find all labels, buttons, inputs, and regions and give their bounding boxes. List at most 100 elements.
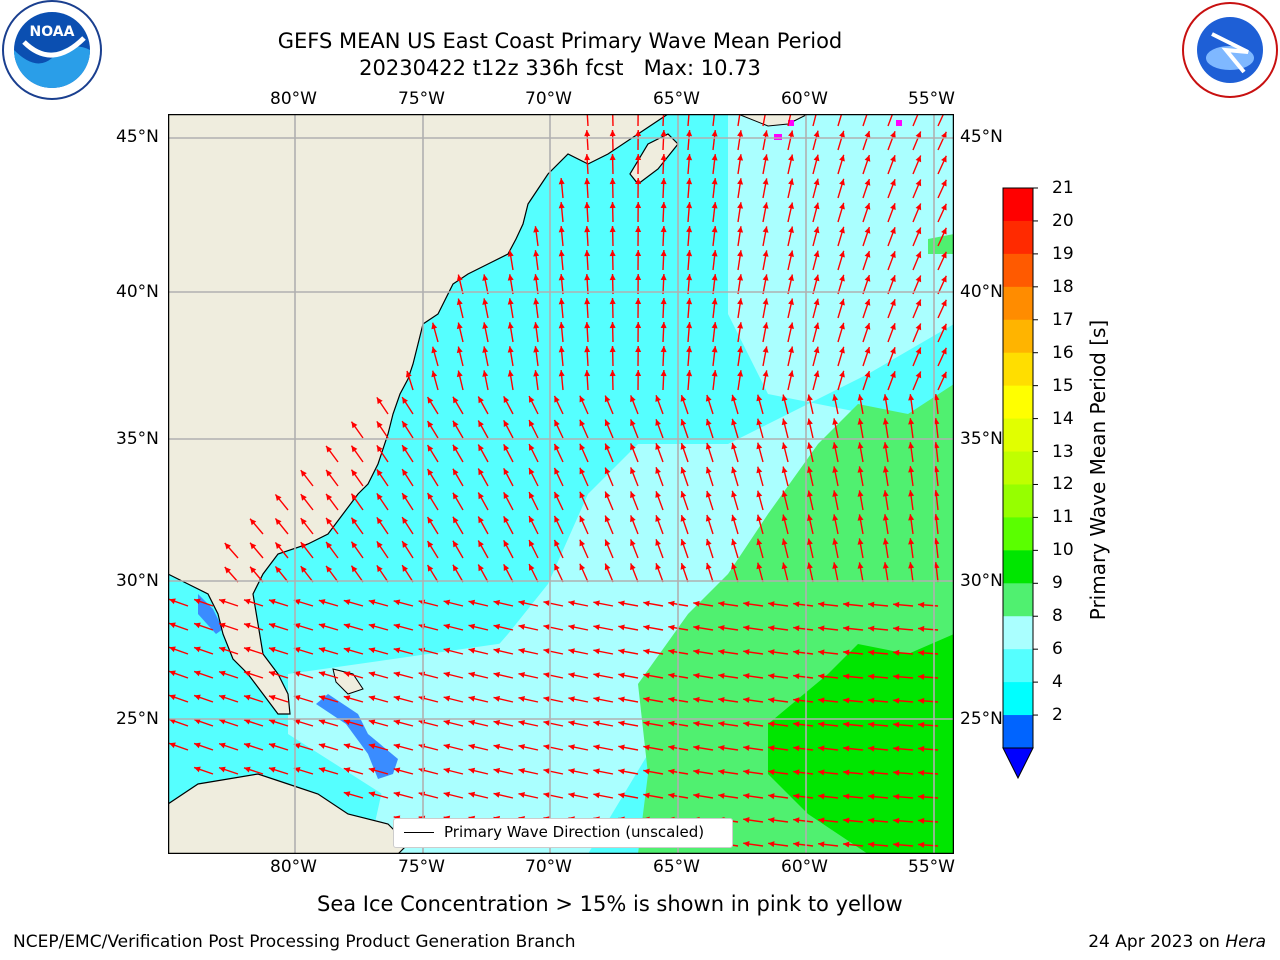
wave-arrow	[887, 114, 894, 127]
wave-arrow-head	[443, 647, 451, 654]
wave-arrow-head	[268, 622, 276, 629]
wave-arrow-head	[326, 517, 333, 525]
wave-arrow-head	[533, 250, 540, 257]
wave-arrow-head	[743, 697, 750, 703]
wave-arrow-head	[737, 226, 744, 233]
wave-arrow-head	[933, 562, 940, 569]
wave-arrow-head	[275, 566, 282, 574]
wave-arrow-head	[503, 396, 510, 404]
wave-arrow-head	[813, 298, 820, 306]
colorbar-segment	[1003, 188, 1033, 222]
wave-arrow-head	[843, 601, 850, 608]
wave-arrow-head	[635, 298, 642, 305]
wave-arrow-head	[493, 623, 501, 630]
wave-arrow-head	[908, 442, 915, 449]
wave-arrow-head	[839, 346, 845, 354]
wave-arrow-head	[868, 601, 875, 608]
wave-arrow	[862, 114, 868, 127]
wave-arrow-head	[376, 445, 383, 453]
wave-arrow-head	[915, 251, 922, 259]
wave-arrow-head	[680, 539, 687, 546]
wave-arrow-head	[402, 469, 408, 476]
wave-arrow-head	[443, 791, 451, 798]
footer-host: Hera	[1225, 932, 1266, 952]
wave-arrow-head	[806, 514, 813, 522]
wave-arrow-head	[686, 178, 693, 185]
wave-arrow-head	[941, 275, 947, 283]
wave-arrow-head	[326, 493, 333, 501]
wave-arrow-head	[890, 347, 896, 354]
wave-arrow-head	[868, 769, 875, 776]
wave-arrow-head	[890, 227, 896, 234]
wave-arrow-head	[743, 625, 750, 631]
wave-arrow-head	[857, 562, 864, 569]
wave-arrow-head	[405, 370, 412, 378]
wave-arrow-head	[890, 371, 896, 378]
wave-arrow-head	[908, 394, 915, 401]
wave-arrow-head	[890, 251, 896, 258]
wave-arrow-head	[250, 518, 257, 526]
wave-arrow-head	[618, 648, 625, 655]
wave-arrow-head	[300, 518, 307, 525]
wave-arrow-head	[368, 791, 376, 798]
wave-arrow-head	[554, 467, 560, 475]
colorbar	[1000, 186, 1080, 786]
wave-arrow-head	[630, 539, 636, 547]
wave-arrow-head	[918, 673, 925, 680]
wave-arrow-head	[609, 298, 616, 305]
wave-arrow-head	[376, 469, 383, 477]
wave-arrow-head	[756, 490, 763, 498]
wave-arrow-head	[635, 154, 642, 161]
wave-arrow-head	[915, 275, 922, 283]
wave-arrow-head	[756, 418, 763, 426]
wave-arrow-head	[857, 466, 864, 473]
wave-arrow-head	[908, 538, 915, 545]
wave-arrow-head	[762, 346, 769, 353]
wave-arrow-head	[660, 370, 667, 377]
wave-arrow-head	[554, 539, 560, 547]
wave-arrow-head	[882, 442, 889, 449]
lat-label-left: 45°N	[116, 127, 159, 147]
wave-arrow-head	[300, 542, 307, 549]
wave-arrow-head	[243, 694, 251, 701]
wave-arrow-head	[604, 443, 611, 451]
wave-arrow-head	[609, 274, 616, 281]
wave-arrow-head	[456, 274, 463, 282]
wave-arrow-head	[655, 419, 661, 426]
wave-arrow-head	[655, 443, 661, 450]
wave-arrow-head	[668, 648, 675, 655]
wave-arrow-head	[402, 397, 408, 404]
wave-arrow-head	[593, 696, 600, 703]
wave-arrow-head	[558, 322, 565, 329]
wave-arrow-head	[768, 697, 775, 704]
wave-arrow-head	[743, 817, 750, 823]
wave-arrow-head	[533, 322, 540, 329]
wave-arrow-head	[793, 649, 800, 656]
wave-arrow-head	[655, 515, 661, 522]
wave-arrow-head	[268, 694, 276, 701]
wave-arrow-head	[393, 767, 401, 774]
wave-arrow-head	[839, 154, 845, 162]
period-2-4-gulf	[198, 594, 223, 634]
wave-arrow-head	[857, 442, 864, 449]
wave-arrow-head	[368, 599, 376, 606]
wave-arrow-head	[890, 131, 896, 138]
sea-ice-mark	[788, 120, 794, 126]
lat-label-right: 40°N	[960, 282, 1003, 302]
wave-arrow-head	[393, 623, 401, 630]
wave-arrow-head	[818, 769, 825, 776]
wave-arrow-head	[618, 720, 625, 727]
lon-label-bottom: 60°W	[781, 857, 828, 877]
lon-label-top: 55°W	[908, 89, 955, 109]
wave-arrow-head	[731, 466, 737, 474]
wave-arrow-head	[635, 202, 642, 209]
wave-arrow-head	[604, 539, 611, 547]
wave-arrow-head	[343, 647, 351, 653]
wave-arrow-head	[655, 491, 661, 498]
wave-arrow-head	[705, 514, 712, 522]
lon-label-bottom: 80°W	[270, 857, 317, 877]
wave-arrow-head	[908, 418, 915, 425]
wave-arrow-head	[668, 720, 675, 727]
colorbar-outline	[1002, 187, 1034, 749]
wave-arrow-head	[368, 623, 376, 630]
